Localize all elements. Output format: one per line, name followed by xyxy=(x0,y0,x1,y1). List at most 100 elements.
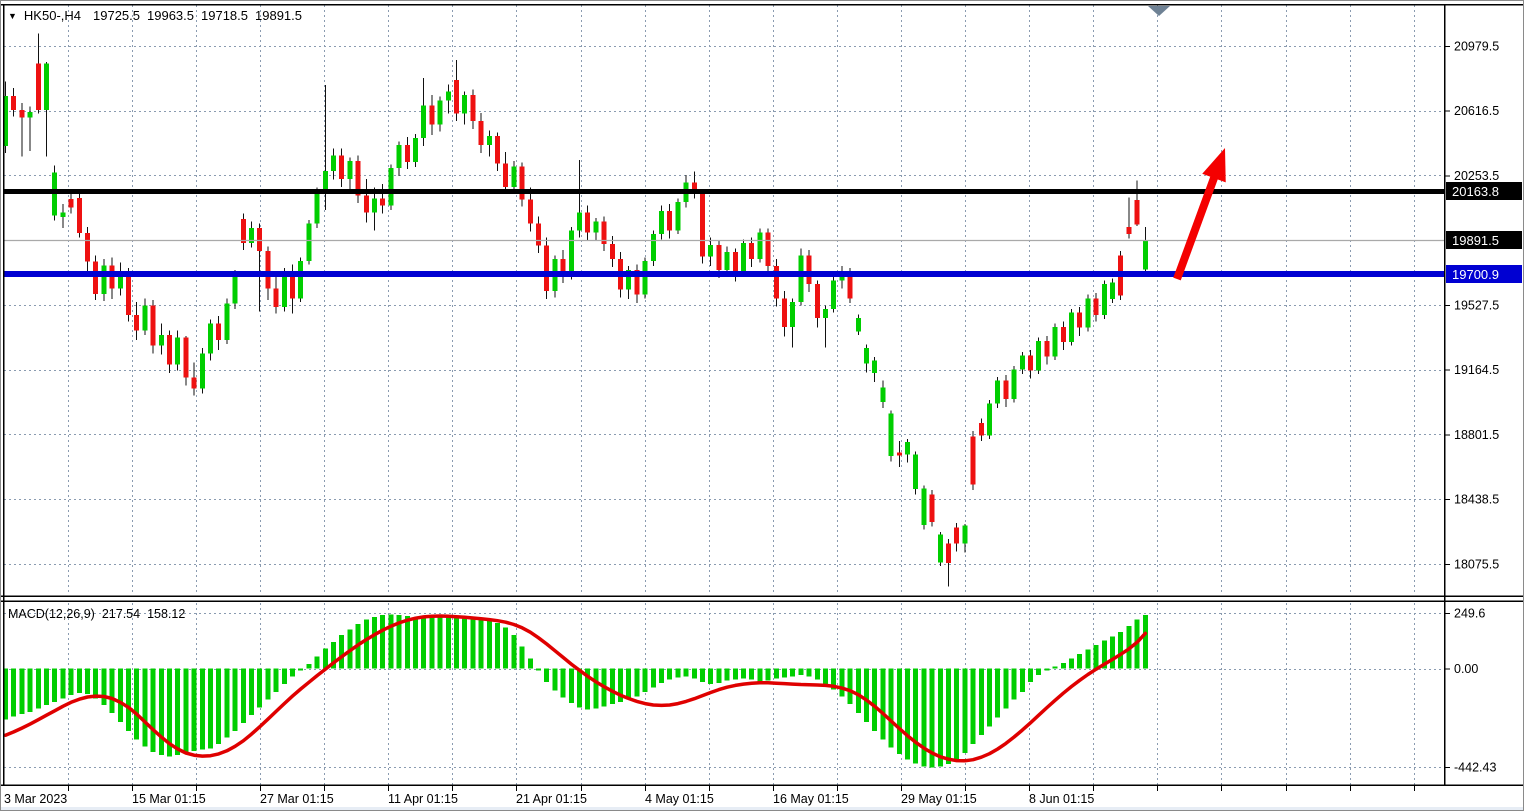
candle-body xyxy=(782,298,787,327)
candle-body xyxy=(798,255,804,302)
candle-bear xyxy=(503,152,509,194)
macd-signal-value: 158.12 xyxy=(147,607,186,621)
macd-histogram-bar xyxy=(240,668,246,723)
resistance-price-badge: 20163.8 xyxy=(1446,182,1522,200)
macd-histogram-bar xyxy=(495,622,500,669)
candle-bull xyxy=(888,410,894,462)
candle-bull xyxy=(1011,366,1017,403)
candle-body xyxy=(1036,341,1042,371)
candle-body xyxy=(790,301,796,327)
trend-arrow-shaft xyxy=(1173,171,1220,281)
candle-bear xyxy=(519,162,525,207)
macd-histogram-bar xyxy=(937,668,943,767)
macd-histogram-bar xyxy=(298,668,304,671)
candle-body xyxy=(281,273,287,308)
candle-body xyxy=(290,273,295,299)
candle-body xyxy=(158,334,164,346)
candle-bear xyxy=(363,178,369,223)
candle-bear xyxy=(544,237,550,300)
macd-histogram-bar xyxy=(52,668,58,702)
candle-body xyxy=(814,284,820,318)
resistance-hline[interactable] xyxy=(4,189,1444,194)
candle-body xyxy=(454,79,459,114)
candle-bull xyxy=(741,239,746,276)
candle-body xyxy=(347,160,353,179)
candle-body xyxy=(1101,284,1107,316)
chart-shift-marker-icon[interactable] xyxy=(1148,6,1170,16)
candle-bear xyxy=(765,228,771,275)
pane-left-border xyxy=(3,4,5,786)
candle-body xyxy=(306,223,312,261)
candle-body xyxy=(659,210,664,235)
candle-body xyxy=(749,243,755,260)
candle-bull xyxy=(757,228,763,263)
candle-body xyxy=(560,259,566,276)
macd-histogram-bar xyxy=(1069,658,1074,669)
candle-body xyxy=(757,232,763,260)
macd-histogram-bar xyxy=(946,668,951,765)
candle-bull xyxy=(995,376,1001,409)
macd-histogram-bar xyxy=(454,617,459,669)
macd-histogram-bar xyxy=(380,615,386,669)
candle-bull xyxy=(331,148,336,180)
candle-bear xyxy=(634,264,640,303)
candle-bear xyxy=(896,441,902,467)
candle-body xyxy=(585,212,591,233)
macd-histogram-bar xyxy=(134,668,140,740)
price-tick-label: 20616.5 xyxy=(1454,104,1499,118)
symbol-dropdown-arrow-icon[interactable]: ▼ xyxy=(8,10,17,21)
macd-histogram-bar xyxy=(167,668,172,757)
candle-body xyxy=(642,260,648,295)
time-tick-label: 11 Apr 01:15 xyxy=(388,792,458,806)
candle-body xyxy=(322,170,328,192)
candle-body xyxy=(1077,312,1083,328)
macd-histogram-bar xyxy=(691,668,697,679)
trend-arrow[interactable] xyxy=(1173,148,1226,281)
candle-body xyxy=(954,527,960,544)
macd-histogram-bar xyxy=(331,641,336,669)
candle-body xyxy=(101,265,107,294)
macd-histogram-bar xyxy=(306,664,312,669)
candle-body xyxy=(117,273,123,289)
candle-bear xyxy=(35,33,41,114)
macd-histogram-bar xyxy=(544,668,550,682)
candle-body xyxy=(593,221,599,233)
candle-bull xyxy=(60,203,66,228)
candle-body xyxy=(142,305,148,331)
macd-histogram-bar xyxy=(60,668,66,699)
macd-name: MACD(12,26,9) xyxy=(8,607,95,621)
candle-body xyxy=(396,144,402,169)
candle-bull xyxy=(921,485,927,530)
macd-histogram-bar xyxy=(216,668,222,745)
macd-tick-label: 249.6 xyxy=(1454,606,1485,620)
candle-body xyxy=(1011,369,1017,400)
candle-body xyxy=(93,261,99,294)
macd-histogram-bar xyxy=(741,668,746,679)
price-tick-label: 19527.5 xyxy=(1454,298,1499,312)
candle-bear xyxy=(355,155,361,203)
resistance-price-badge-bg xyxy=(1446,182,1522,200)
candle-bear xyxy=(814,280,820,328)
macd-histogram-bar xyxy=(609,668,615,705)
macd-histogram-bar xyxy=(437,616,443,669)
ohlc-close: 19891.5 xyxy=(255,8,302,23)
support-hline[interactable] xyxy=(4,271,1444,277)
candle-bull xyxy=(208,319,213,361)
candle-bull xyxy=(396,141,402,177)
candle-body xyxy=(208,323,213,354)
candle-body xyxy=(175,337,181,365)
candle-bull xyxy=(1101,280,1107,319)
macd-histogram-bar xyxy=(19,668,25,715)
macd-histogram-bar xyxy=(798,668,804,676)
price-tick-label: 19164.5 xyxy=(1454,363,1499,377)
candle-bull xyxy=(101,259,107,301)
macd-histogram-bar xyxy=(888,668,894,748)
time-axis: 3 Mar 2023 15 Mar 01:15 27 Mar 01:15 11 Apr… xyxy=(4,786,1415,806)
candle-bull xyxy=(577,160,582,238)
candle-bull xyxy=(790,298,796,348)
candle-bear xyxy=(667,203,673,239)
candle-bull xyxy=(880,380,886,409)
candle-bull xyxy=(724,246,730,274)
macd-histogram-bar xyxy=(93,668,99,699)
candle-body xyxy=(11,95,17,111)
